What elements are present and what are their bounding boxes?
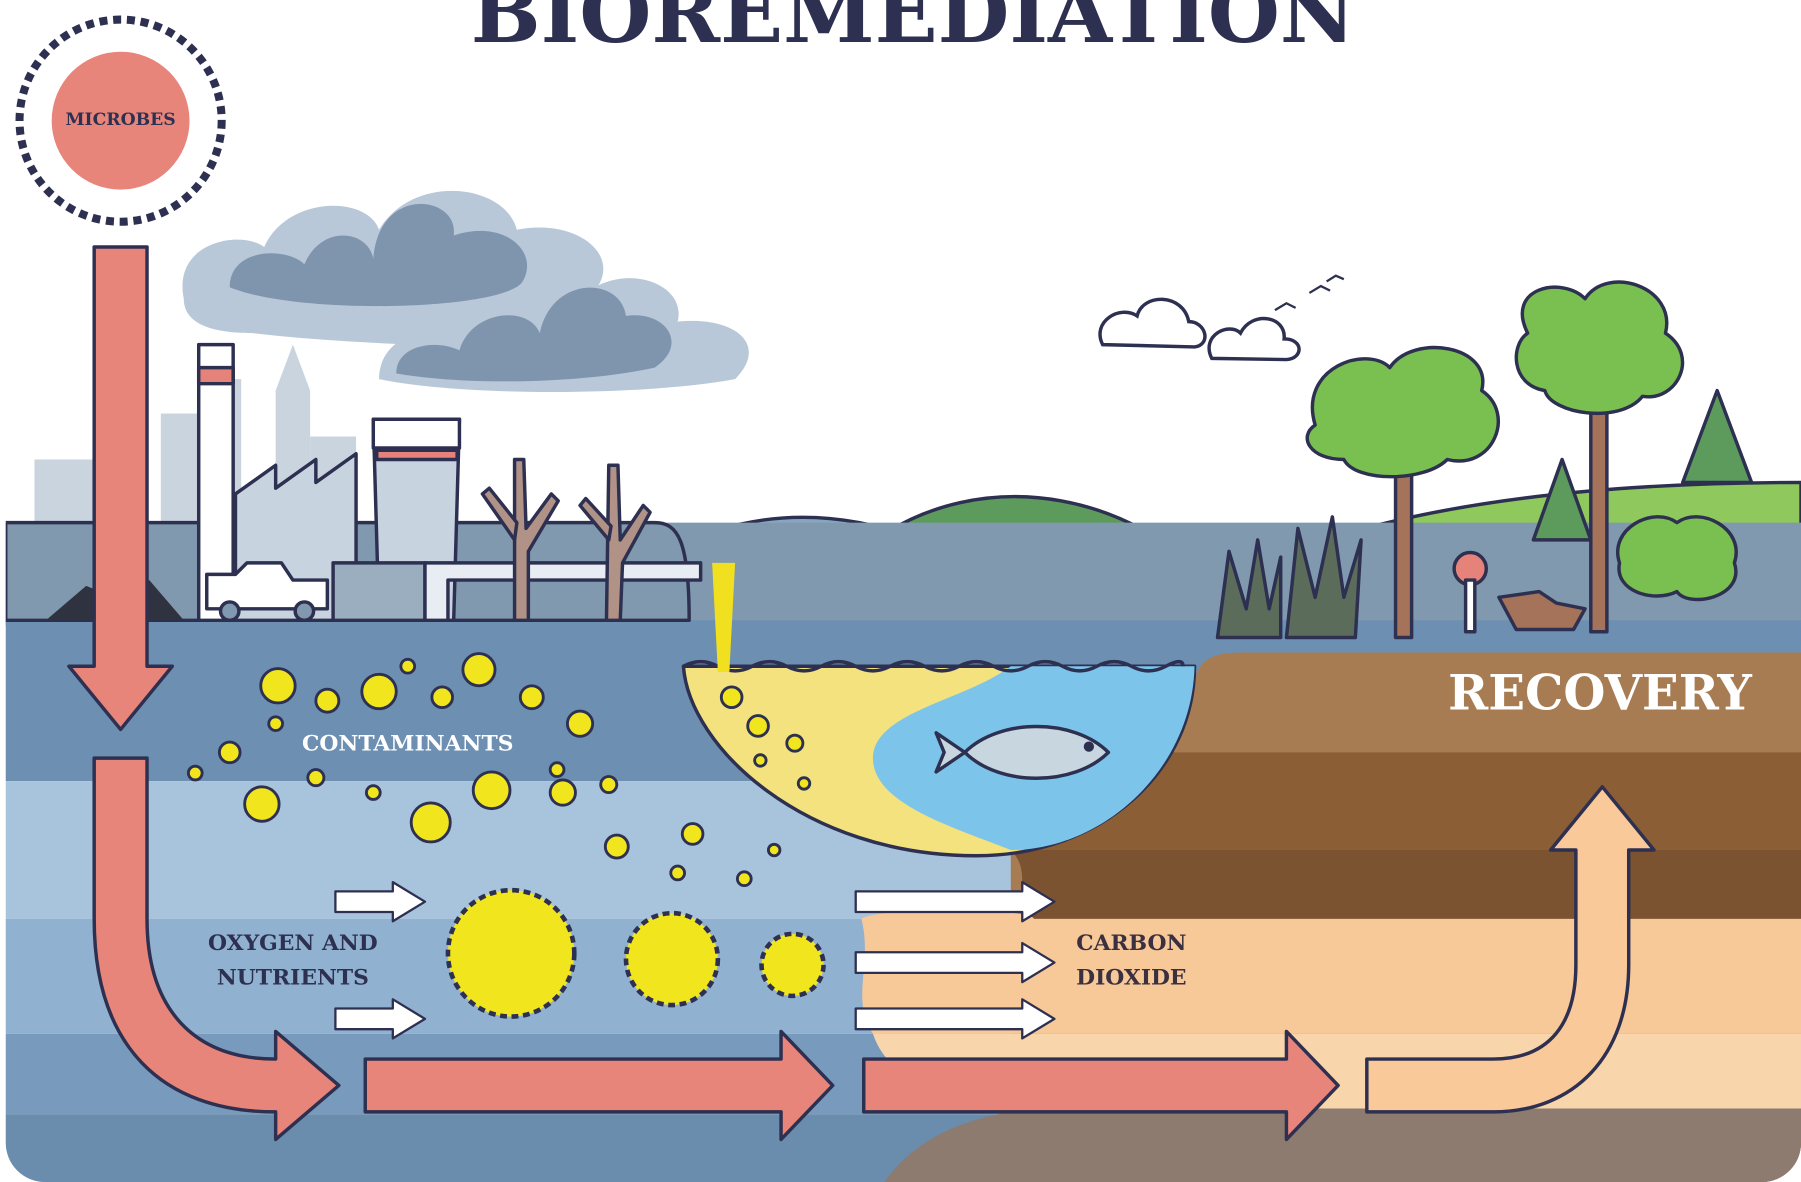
- contaminants-part: [755, 755, 766, 766]
- contaminants-part: [219, 742, 240, 763]
- recovery-label: RECOVERY: [1448, 666, 1752, 722]
- contaminants-part: [308, 770, 324, 786]
- factory-part: [199, 368, 233, 384]
- contaminants-part: [626, 913, 718, 1005]
- contaminants-part: [261, 669, 295, 703]
- clouds-part: [1209, 319, 1299, 360]
- fish-part: [1085, 743, 1092, 750]
- contaminants-part: [787, 735, 803, 751]
- contaminants-part: [463, 654, 495, 686]
- oxygen-label: OXYGEN AND: [208, 931, 378, 956]
- contaminants-part: [605, 835, 628, 858]
- contaminants-part: [269, 717, 283, 731]
- birds-part: [1327, 276, 1344, 282]
- birds: [1275, 276, 1344, 310]
- contaminants-part: [316, 689, 339, 712]
- contaminants-label: CONTAMINANTS: [302, 731, 513, 756]
- contaminants-part: [411, 803, 450, 842]
- contaminants-part: [798, 778, 809, 789]
- contaminants-part: [188, 766, 202, 780]
- contaminants-part: [401, 659, 415, 673]
- dioxide-label: DIOXIDE: [1076, 966, 1186, 991]
- ground-part: [1011, 850, 1801, 919]
- title: BIOREMEDIATION: [471, 0, 1356, 62]
- birds-part: [1309, 286, 1330, 293]
- contaminants-part: [473, 772, 510, 809]
- forest-part: [1683, 391, 1752, 483]
- forest-part: [1618, 517, 1736, 600]
- forest-part: [1307, 348, 1498, 477]
- contaminants-part: [448, 890, 574, 1016]
- contaminants-part: [567, 711, 592, 736]
- contaminants-part: [721, 687, 742, 708]
- factory-part: [377, 450, 457, 459]
- contaminants-part: [762, 934, 824, 996]
- contaminants-part: [748, 716, 769, 737]
- clouds: [1100, 299, 1299, 359]
- microbes-label: MICROBES: [65, 110, 175, 130]
- contaminants-part: [432, 687, 453, 708]
- nutrients-label: NUTRIENTS: [217, 966, 369, 991]
- contaminants-part: [366, 786, 380, 800]
- factory-part: [333, 563, 425, 620]
- contaminants-part: [682, 824, 703, 845]
- forest-part: [1516, 282, 1682, 413]
- contaminants-part: [362, 674, 396, 708]
- contaminants-part: [768, 844, 779, 855]
- contaminants-part: [550, 763, 564, 777]
- factory-part: [373, 419, 459, 448]
- smoke: [182, 191, 748, 392]
- forest-part: [1466, 580, 1475, 632]
- factory-part: [295, 602, 313, 620]
- clouds-part: [1100, 299, 1205, 347]
- ground-part: [884, 1108, 1801, 1182]
- factory-part: [221, 602, 239, 620]
- bioremediation-diagram: BIOREMEDIATION MICROBES CONTAMINANTS OXY…: [0, 0, 1801, 1182]
- contaminants-part: [737, 872, 751, 886]
- birds-part: [1275, 303, 1296, 310]
- carbon-label: CARBON: [1076, 931, 1186, 956]
- contaminants-part: [520, 686, 543, 709]
- contaminants-part: [245, 787, 279, 821]
- contaminants-part: [601, 776, 617, 792]
- contaminants-part: [550, 780, 575, 805]
- contaminants-part: [671, 866, 685, 880]
